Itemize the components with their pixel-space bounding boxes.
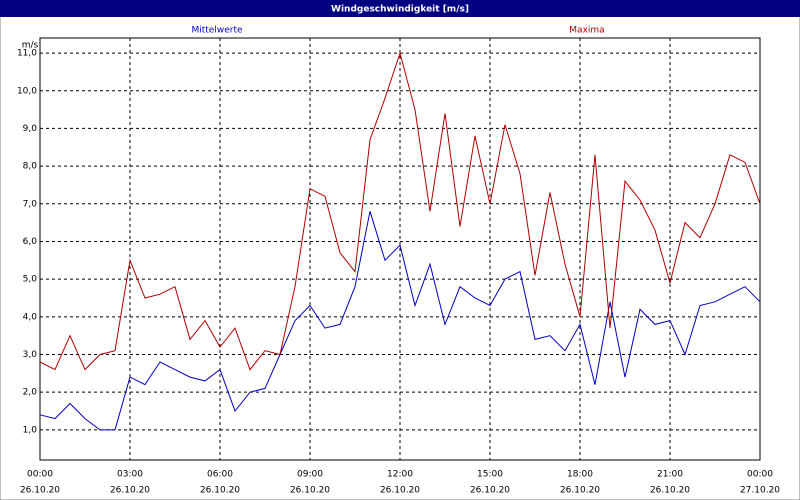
x-tick-date: 26.10.20 (290, 486, 330, 496)
x-tick-label: 06:00 (207, 470, 233, 480)
x-tick-date: 26.10.20 (20, 486, 60, 496)
y-tick-label: 4,0 (23, 312, 38, 322)
y-tick-label: 9,0 (23, 124, 38, 134)
x-tick-date: 27.10.20 (740, 486, 780, 496)
y-unit: m/s (22, 41, 39, 51)
series-line (39, 211, 761, 431)
x-tick-label: 03:00 (117, 470, 143, 480)
x-tick-date: 26.10.20 (650, 486, 690, 496)
x-tick-label: 00:00 (747, 470, 773, 480)
x-tick-label: 12:00 (387, 470, 413, 480)
chart-title: Windgeschwindigkeit [m/s] (331, 5, 469, 15)
legend-entry: Maxima (569, 26, 604, 36)
x-tick-label: 18:00 (567, 470, 593, 480)
y-tick-label: 2,0 (23, 388, 38, 398)
title-bar (0, 0, 800, 17)
x-tick-label: 09:00 (297, 470, 323, 480)
x-tick-date: 26.10.20 (470, 486, 510, 496)
y-tick-label: 1,0 (23, 425, 38, 435)
x-tick-label: 21:00 (657, 470, 683, 480)
x-tick-label: 00:00 (27, 470, 53, 480)
x-tick-date: 26.10.20 (560, 486, 600, 496)
legend-entry: Mittelwerte (191, 26, 242, 36)
y-tick-label: 11,0 (17, 49, 37, 59)
y-tick-label: 6,0 (23, 237, 38, 247)
y-tick-label: 10,0 (17, 86, 37, 96)
y-tick-label: 3,0 (23, 350, 38, 360)
series-line (39, 51, 761, 371)
y-tick-label: 5,0 (23, 275, 38, 285)
y-tick-label: 7,0 (23, 199, 38, 209)
x-tick-date: 26.10.20 (380, 486, 420, 496)
x-tick-date: 26.10.20 (200, 486, 240, 496)
y-tick-label: 8,0 (23, 162, 38, 172)
x-tick-label: 15:00 (477, 470, 503, 480)
x-tick-date: 26.10.20 (110, 486, 150, 496)
